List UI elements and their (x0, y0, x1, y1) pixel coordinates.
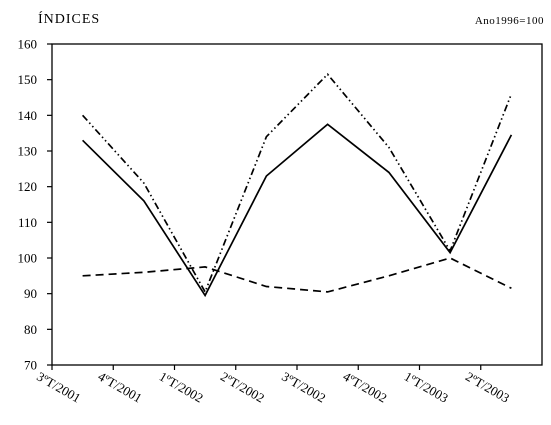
y-tick-label: 110 (18, 215, 37, 230)
y-tick-label: 130 (18, 144, 38, 159)
x-axis-labels: 3ºT/2001 4ºT/2001 1ºT/2002 2ºT/2002 3ºT/2002… (34, 369, 512, 406)
x-tick-label: 2ºT/2003 (463, 369, 512, 406)
series-line-dashed (82, 257, 512, 293)
x-tick-label: 2ºT/2002 (218, 369, 267, 406)
y-axis-labels: 70 80 90 100 110 120 130 140 150 160 (18, 37, 38, 373)
y-tick-label: 160 (18, 37, 38, 52)
y-tick-label: 100 (18, 251, 38, 266)
series-lines (81, 73, 513, 298)
x-tick-label: 3ºT/2002 (279, 369, 328, 406)
y-tick-label: 150 (18, 72, 38, 87)
chart-subtitle: Ano1996=100 (475, 15, 544, 27)
y-tick-label: 80 (24, 322, 37, 337)
y-tick-label: 70 (24, 358, 37, 373)
y-tick-label: 140 (18, 108, 38, 123)
x-tick-label: 1ºT/2003 (402, 369, 451, 406)
chart-title: ÍNDICES (38, 10, 100, 27)
axis-ticks (47, 43, 482, 370)
x-tick-label: 4ºT/2002 (341, 369, 390, 406)
y-tick-label: 90 (24, 286, 37, 301)
series-line-dashdotdot (81, 73, 513, 294)
plot-area (51, 43, 543, 366)
x-tick-label: 3ºT/2001 (34, 369, 83, 406)
x-tick-label: 4ºT/2001 (96, 369, 145, 406)
x-tick-label: 1ºT/2002 (157, 369, 206, 406)
y-tick-label: 120 (18, 179, 38, 194)
series-line-solid (82, 123, 513, 298)
